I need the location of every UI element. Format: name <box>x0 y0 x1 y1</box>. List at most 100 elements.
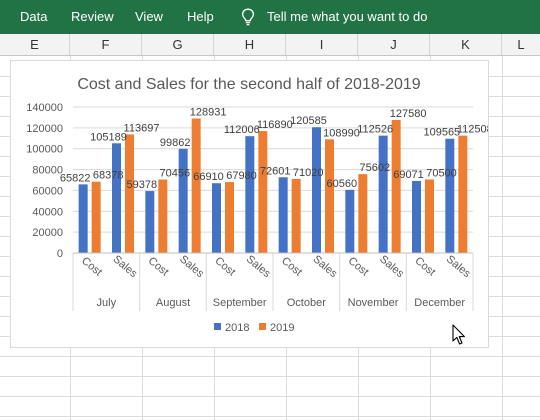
category-label: Cost <box>212 255 237 279</box>
data-label: 70500 <box>426 167 457 179</box>
column-header-bar: E F G H I J K L <box>0 34 540 56</box>
bar-2019[interactable] <box>258 131 268 253</box>
bar-2018[interactable] <box>278 177 288 253</box>
bar-2019[interactable] <box>225 182 234 253</box>
y-tick-label: 40000 <box>32 206 63 218</box>
clustered-column-chart[interactable]: Cost and Sales for the second half of 20… <box>11 61 493 347</box>
group-label: July <box>97 297 117 309</box>
data-label: 71020 <box>293 167 324 179</box>
group-label: August <box>156 297 190 309</box>
bar-2019[interactable] <box>158 179 168 253</box>
data-label: 127580 <box>390 108 427 120</box>
y-tick-label: 120000 <box>26 123 63 135</box>
ribbon: Data Review View Help Tell me what you w… <box>0 0 540 34</box>
legend-swatch <box>214 323 221 330</box>
bar-2019[interactable] <box>425 179 434 253</box>
bar-2018[interactable] <box>378 135 388 253</box>
group-label: September <box>213 297 267 309</box>
data-label: 66910 <box>193 171 224 183</box>
tab-view[interactable]: View <box>135 9 163 24</box>
data-label: 65822 <box>60 172 91 184</box>
chart-title[interactable]: Cost and Sales for the second half of 20… <box>77 76 420 93</box>
data-label: 70456 <box>160 168 191 180</box>
y-tick-label: 140000 <box>26 102 63 114</box>
y-tick-label: 20000 <box>32 227 63 239</box>
bar-2019[interactable] <box>291 178 301 253</box>
bar-2019[interactable] <box>458 135 468 253</box>
bar-2018[interactable] <box>312 127 321 253</box>
group-label: November <box>348 297 399 309</box>
legend-entry[interactable]: 2019 <box>270 322 294 334</box>
data-label: 112526 <box>357 124 393 136</box>
bar-2018[interactable] <box>178 148 188 253</box>
category-label: Cost <box>412 255 437 279</box>
bar-2018[interactable] <box>412 180 421 253</box>
bar-2018[interactable] <box>78 184 88 253</box>
column-header[interactable]: E <box>0 34 70 55</box>
column-header[interactable]: J <box>358 34 430 55</box>
y-tick-label: 80000 <box>32 165 63 177</box>
bar-2018[interactable] <box>145 191 155 253</box>
lightbulb-icon[interactable] <box>240 8 256 26</box>
bar-2018[interactable] <box>445 138 455 253</box>
tab-data[interactable]: Data <box>20 9 48 24</box>
bar-2018[interactable] <box>212 183 221 253</box>
legend[interactable]: 2018 2019 <box>214 322 294 334</box>
tell-me-search[interactable]: Tell me what you want to do <box>267 9 428 24</box>
category-label: Sales <box>244 253 273 280</box>
bar-2019[interactable] <box>125 134 134 253</box>
y-tick-label: 0 <box>57 248 63 260</box>
data-label: 128931 <box>190 107 227 119</box>
category-label: Sales <box>377 253 406 280</box>
data-label: 112508 <box>457 124 488 136</box>
bar-2019[interactable] <box>91 181 101 253</box>
data-label: 69071 <box>393 169 424 181</box>
x-axis[interactable]: Cost Sales Cost Sales Cost Sales Cost Sales Cost… <box>72 252 474 311</box>
data-label: 67980 <box>226 170 257 182</box>
data-label: 116890 <box>257 119 293 131</box>
column-header[interactable]: K <box>430 34 502 55</box>
bar-2019[interactable] <box>391 119 401 253</box>
column-header[interactable]: L <box>517 37 525 52</box>
column-header[interactable]: F <box>70 34 142 55</box>
category-label: Sales <box>111 253 140 280</box>
tab-review[interactable]: Review <box>71 9 114 24</box>
data-label: 72601 <box>260 165 291 177</box>
bar-2018[interactable] <box>112 143 121 253</box>
category-label: Sales <box>444 253 473 280</box>
data-label: 68378 <box>93 170 124 182</box>
column-header[interactable]: H <box>214 34 286 55</box>
bar-2018[interactable] <box>245 136 255 253</box>
data-label: 112006 <box>224 124 260 136</box>
bar-2019[interactable] <box>358 174 368 253</box>
data-label: 99862 <box>160 137 191 149</box>
category-label: Cost <box>146 255 171 279</box>
data-label: 109565 <box>423 127 460 139</box>
data-label: 75602 <box>360 162 391 174</box>
category-label: Cost <box>279 255 304 279</box>
data-label: 113697 <box>124 122 160 134</box>
y-tick-label: 100000 <box>26 144 63 156</box>
chart-area[interactable]: Cost and Sales for the second half of 20… <box>10 60 493 348</box>
bar-2019[interactable] <box>325 139 334 253</box>
category-label: Sales <box>311 253 340 280</box>
data-label: 108990 <box>323 127 360 139</box>
y-tick-label: 60000 <box>32 185 63 197</box>
legend-swatch <box>259 323 266 330</box>
column-header[interactable]: G <box>142 34 214 55</box>
y-axis[interactable]: 0 20000 40000 60000 80000 100000 120000 140000 <box>26 102 63 260</box>
category-label: Cost <box>346 255 371 279</box>
bar-2018[interactable] <box>345 189 355 253</box>
group-label: December <box>414 297 465 309</box>
data-label: 120585 <box>290 115 327 127</box>
category-label: Cost <box>79 255 104 279</box>
group-label: October <box>287 297 326 309</box>
column-header[interactable]: I <box>286 34 358 55</box>
legend-entry[interactable]: 2018 <box>225 322 249 334</box>
plot-area[interactable] <box>78 118 468 253</box>
category-label: Sales <box>177 253 206 280</box>
tab-help[interactable]: Help <box>187 9 214 24</box>
data-label: 60560 <box>327 178 358 190</box>
bar-2019[interactable] <box>191 118 201 253</box>
